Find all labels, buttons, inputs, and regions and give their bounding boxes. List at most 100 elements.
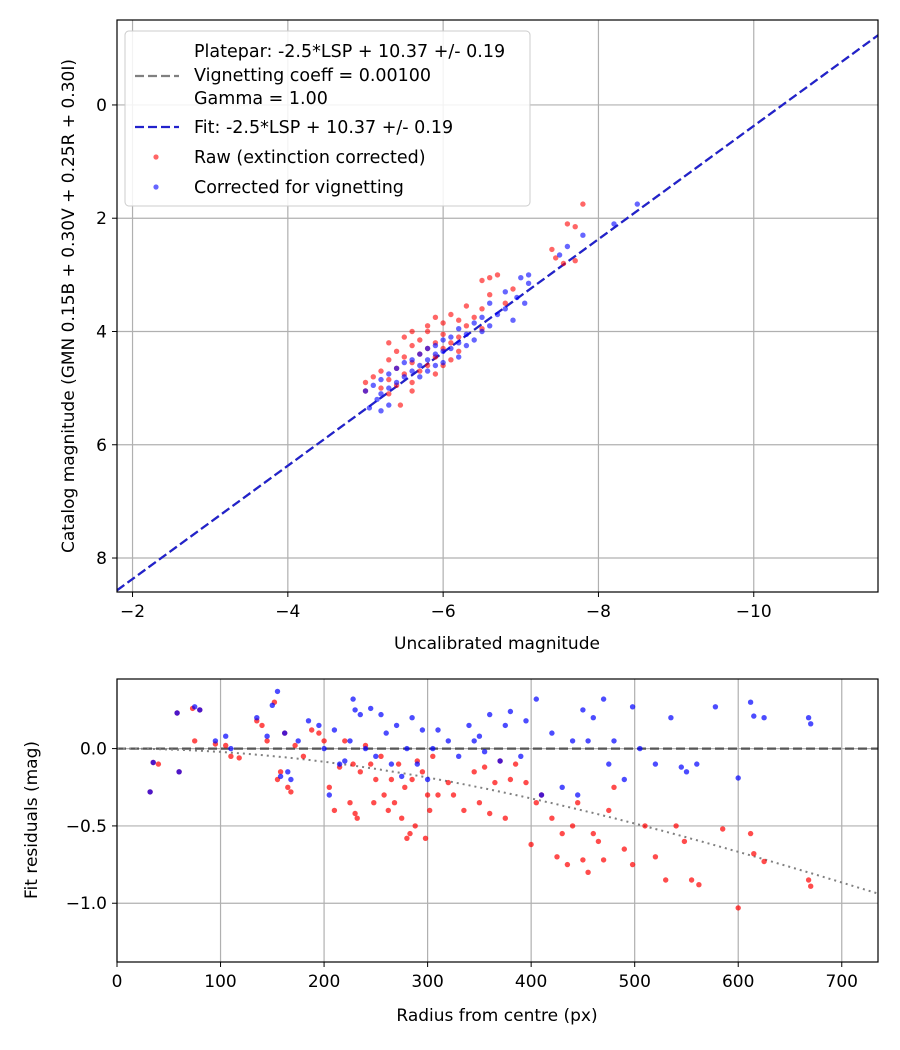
legend-box — [124, 30, 531, 207]
raw-point — [569, 823, 576, 829]
corrected-point — [432, 362, 439, 369]
corrected-point — [652, 761, 659, 767]
corrected-point — [295, 738, 301, 744]
raw-point — [528, 841, 534, 848]
corrected-point — [378, 408, 384, 414]
raw-point — [362, 379, 369, 386]
corrected-point — [350, 696, 356, 702]
corrected-point — [487, 300, 493, 306]
corrected-point — [694, 761, 700, 767]
corrected-point — [386, 385, 392, 391]
raw-point — [673, 823, 679, 829]
y-tick-label: −1.0 — [66, 894, 107, 914]
raw-point — [652, 854, 659, 860]
corrected-point — [611, 221, 617, 227]
corrected-point — [357, 711, 363, 718]
corrected-point — [575, 792, 581, 798]
raw-point — [463, 323, 470, 329]
corrected-point — [621, 776, 627, 783]
raw-point — [309, 727, 315, 733]
corrected-point — [549, 730, 555, 736]
corrected-point — [471, 337, 477, 343]
raw-point — [523, 779, 529, 786]
raw-point — [424, 328, 431, 335]
corrected-point — [228, 745, 234, 752]
corrected-point — [569, 738, 576, 744]
x-tick-label: 400 — [515, 972, 547, 992]
raw-point — [808, 883, 814, 889]
raw-point — [342, 738, 348, 744]
corrected-point — [611, 738, 617, 744]
corrected-point — [150, 759, 156, 766]
raw-point — [611, 784, 617, 790]
bottom-x-axis-label: Radius from centre (px) — [396, 1006, 597, 1026]
x-tick-label: 700 — [826, 972, 858, 992]
raw-point — [386, 376, 392, 383]
corrected-point — [378, 391, 384, 397]
raw-point — [595, 838, 602, 845]
corrected-point — [401, 374, 407, 380]
corrected-point — [342, 758, 348, 764]
raw-point — [430, 753, 436, 759]
raw-point — [427, 807, 433, 814]
raw-point — [479, 306, 485, 312]
corrected-point — [761, 715, 767, 721]
y-tick-label: 4 — [96, 322, 107, 342]
raw-point — [560, 260, 567, 267]
corrected-point — [525, 272, 532, 278]
corrected-point — [388, 761, 395, 767]
raw-point — [378, 385, 384, 391]
corrected-point — [417, 362, 423, 369]
corrected-point — [374, 396, 380, 403]
corrected-point — [533, 696, 539, 702]
raw-point — [696, 882, 702, 888]
raw-point — [590, 830, 596, 837]
corrected-point — [518, 275, 524, 281]
raw-point — [397, 402, 404, 408]
corrected-point — [277, 773, 284, 780]
corrected-point — [510, 317, 516, 323]
raw-point — [401, 354, 407, 360]
corrected-point — [424, 368, 431, 374]
corrected-point — [456, 753, 462, 759]
raw-point — [417, 368, 423, 374]
corrected-point — [463, 331, 470, 337]
raw-point — [533, 800, 539, 806]
raw-point — [424, 323, 431, 329]
y-tick-label: 8 — [96, 549, 107, 569]
raw-point — [401, 334, 407, 340]
corrected-point — [430, 745, 436, 752]
raw-point — [300, 753, 307, 759]
corrected-point — [393, 365, 400, 371]
corrected-point — [393, 722, 400, 729]
corrected-point — [456, 340, 462, 346]
raw-point — [572, 258, 578, 264]
corrected-point — [223, 733, 229, 739]
x-tick-label: 200 — [308, 972, 340, 992]
corrected-point — [445, 738, 451, 744]
legend-fit: Fit: -2.5*LSP + 10.37 +/- 0.19 — [194, 118, 453, 138]
x-tick-label: 0 — [112, 972, 123, 992]
corrected-point — [629, 704, 636, 710]
legend-raw-swatch — [153, 154, 159, 160]
corrected-point — [487, 323, 493, 329]
corrected-point — [174, 710, 180, 716]
corrected-point — [336, 761, 343, 767]
raw-point — [564, 221, 571, 227]
raw-point — [192, 738, 198, 744]
corrected-point — [282, 730, 288, 736]
x-tick-label: 600 — [722, 972, 754, 992]
raw-point — [352, 810, 358, 817]
raw-point — [487, 292, 493, 298]
corrected-point — [432, 342, 439, 349]
raw-point — [553, 255, 559, 261]
raw-point — [435, 792, 441, 798]
raw-point — [391, 800, 398, 806]
corrected-point — [805, 715, 812, 721]
raw-point — [450, 792, 457, 798]
raw-point — [805, 877, 812, 883]
corrected-point — [378, 376, 384, 383]
corrected-point — [321, 745, 327, 752]
